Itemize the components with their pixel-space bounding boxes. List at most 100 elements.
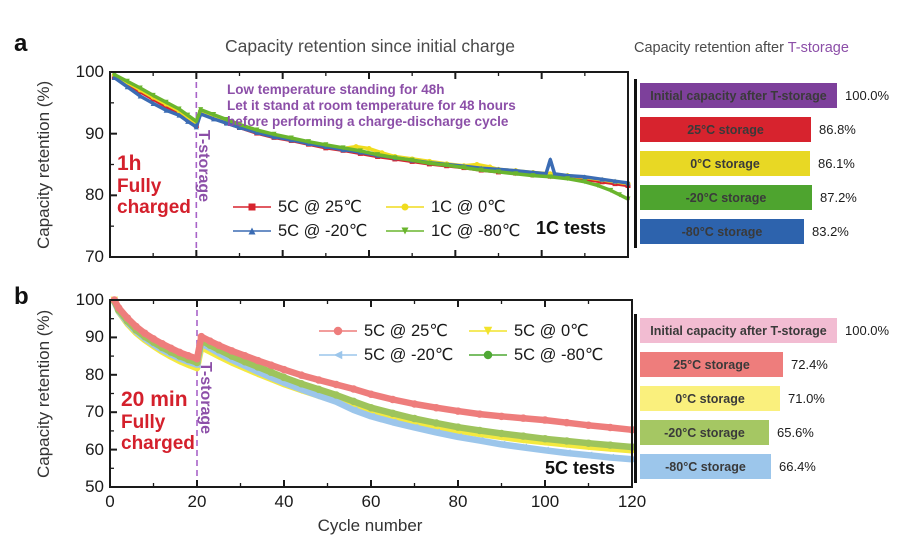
bar: 0°C storage <box>640 386 780 411</box>
legend-item: 1C @ 0℃ <box>385 196 520 218</box>
y-tick-label: 100 <box>75 290 104 309</box>
x-tick-label: 0 <box>105 492 115 511</box>
x-tick-label: 20 <box>187 492 207 511</box>
charge-note-b-line3: charged <box>121 432 195 454</box>
bar-chart-title: Capacity retention after T-storage <box>634 40 849 56</box>
legend-item: 1C @ -80℃ <box>385 220 520 242</box>
bar-value: 83.2% <box>812 224 849 239</box>
bar-chart-b: Initial capacity after T-storage 100.0% 25… <box>634 314 889 483</box>
bar-row: -20°C storage 87.2% <box>640 185 889 210</box>
bar-row: Initial capacity after T-storage 100.0% <box>640 318 889 343</box>
charge-note-b-line1: 20 min <box>121 388 188 411</box>
legend-label: 5C @ -20℃ <box>278 222 368 240</box>
bar-row: 0°C storage 86.1% <box>640 151 889 176</box>
bar: -20°C storage <box>640 185 812 210</box>
legend-label: 5C @ 0℃ <box>514 322 589 340</box>
bar-value: 100.0% <box>845 88 890 103</box>
tests-label-b: 5C tests <box>545 458 616 478</box>
legend-marker-icon <box>233 227 271 235</box>
charge-note-b-line2: Fully <box>121 411 166 433</box>
bar-row: -80°C storage 66.4% <box>640 454 889 479</box>
bar: -80°C storage <box>640 219 804 244</box>
charge-note-b: 20 min Fully charged <box>121 388 195 454</box>
bar-value: 65.6% <box>777 425 814 440</box>
legend-a: 5C @ 25℃ 5C @ -20℃ 1C @ 0℃ 1C @ -80℃ <box>232 196 520 242</box>
charge-note-a-line3: charged <box>117 196 191 218</box>
tests-label-a: 1C tests <box>536 218 607 238</box>
bar: Initial capacity after T-storage <box>640 83 837 108</box>
tstorage-label-b: T-storage <box>197 362 214 435</box>
x-tick-label: 60 <box>361 492 381 511</box>
legend-marker-icon <box>469 326 507 336</box>
legend-label: 5C @ 25℃ <box>278 198 362 216</box>
bar: -20°C storage <box>640 420 769 445</box>
panel-b-label: b <box>14 283 29 310</box>
legend-item: 5C @ 25℃ <box>232 196 385 218</box>
bar: Initial capacity after T-storage <box>640 318 837 343</box>
y-tick-label: 90 <box>85 327 104 347</box>
charge-note-a-line1: 1h <box>117 152 142 175</box>
bar-row: 25°C storage 72.4% <box>640 352 889 377</box>
bar-row: Initial capacity after T-storage 100.0% <box>640 83 889 108</box>
bar-value: 87.2% <box>820 190 857 205</box>
bar-chart-a: Initial capacity after T-storage 100.0% 25… <box>634 79 889 248</box>
bar-chart-title-highlight: T-storage <box>787 40 849 56</box>
tstorage-label-a: T-storage <box>195 130 212 203</box>
bar: 25°C storage <box>640 117 811 142</box>
legend-item: 5C @ 0℃ <box>468 320 603 342</box>
panel-a-label: a <box>14 30 28 57</box>
legend-marker-icon <box>386 203 424 211</box>
storage-note-line3: before performing a charge-discharge cyc… <box>227 114 509 129</box>
y-axis-label-b: Capacity retention (%) <box>34 309 53 478</box>
legend-label: 1C @ 0℃ <box>431 198 506 216</box>
bar: 0°C storage <box>640 151 810 176</box>
bar-row: 0°C storage 71.0% <box>640 386 889 411</box>
storage-note-line2: Let it stand at room temperature for 48 … <box>227 98 516 113</box>
bar: -80°C storage <box>640 454 771 479</box>
y-tick-label: 80 <box>85 364 104 384</box>
y-tick-label: 60 <box>85 439 104 459</box>
legend-marker-icon <box>319 350 357 360</box>
bar-row: -80°C storage 83.2% <box>640 219 889 244</box>
legend-label: 1C @ -80℃ <box>431 222 521 240</box>
bar-value: 66.4% <box>779 459 816 474</box>
bar: 25°C storage <box>640 352 783 377</box>
legend-marker-icon <box>233 203 271 211</box>
x-axis-label: Cycle number <box>317 516 423 535</box>
legend-item: 5C @ -20℃ <box>318 344 468 366</box>
legend-marker-icon <box>386 227 424 235</box>
y-tick-label: 100 <box>75 62 104 81</box>
line-chart-line_b <box>109 296 636 488</box>
legend-item: 5C @ 25℃ <box>318 320 468 342</box>
x-tick-label: 80 <box>448 492 468 511</box>
storage-procedure-note: Low temperature standing for 48h Let it … <box>227 82 516 130</box>
legend-item: 5C @ -80℃ <box>468 344 603 366</box>
bar-value: 71.0% <box>788 391 825 406</box>
legend-label: 5C @ 25℃ <box>364 322 448 340</box>
legend-marker-icon <box>319 326 357 336</box>
bar-value: 86.8% <box>819 122 856 137</box>
y-tick-label: 90 <box>85 123 104 143</box>
legend-label: 5C @ -80℃ <box>514 346 604 364</box>
storage-note-line1: Low temperature standing for 48h <box>227 82 445 97</box>
line-chart-line_a <box>109 71 631 258</box>
y-tick-label: 70 <box>85 402 104 422</box>
chart-a-title: Capacity retention since initial charge <box>225 36 515 56</box>
bar-row: -20°C storage 65.6% <box>640 420 889 445</box>
y-axis-label-a: Capacity retention (%) <box>34 80 53 249</box>
legend-item: 5C @ -20℃ <box>232 220 385 242</box>
bar-value: 100.0% <box>845 323 890 338</box>
legend-b: 5C @ 25℃ 5C @ -20℃ 5C @ 0℃ 5C @ -80℃ <box>318 320 603 366</box>
y-tick-label: 80 <box>85 185 104 205</box>
y-tick-label: 50 <box>85 477 104 496</box>
legend-marker-icon <box>469 350 507 360</box>
legend-label: 5C @ -20℃ <box>364 346 454 364</box>
bar-row: 25°C storage 86.8% <box>640 117 889 142</box>
charge-note-a: 1h Fully charged <box>117 152 191 218</box>
bar-chart-title-prefix: Capacity retention after <box>634 40 788 56</box>
x-tick-label: 120 <box>617 492 647 511</box>
bar-value: 72.4% <box>791 357 828 372</box>
y-tick-label: 70 <box>85 247 104 266</box>
